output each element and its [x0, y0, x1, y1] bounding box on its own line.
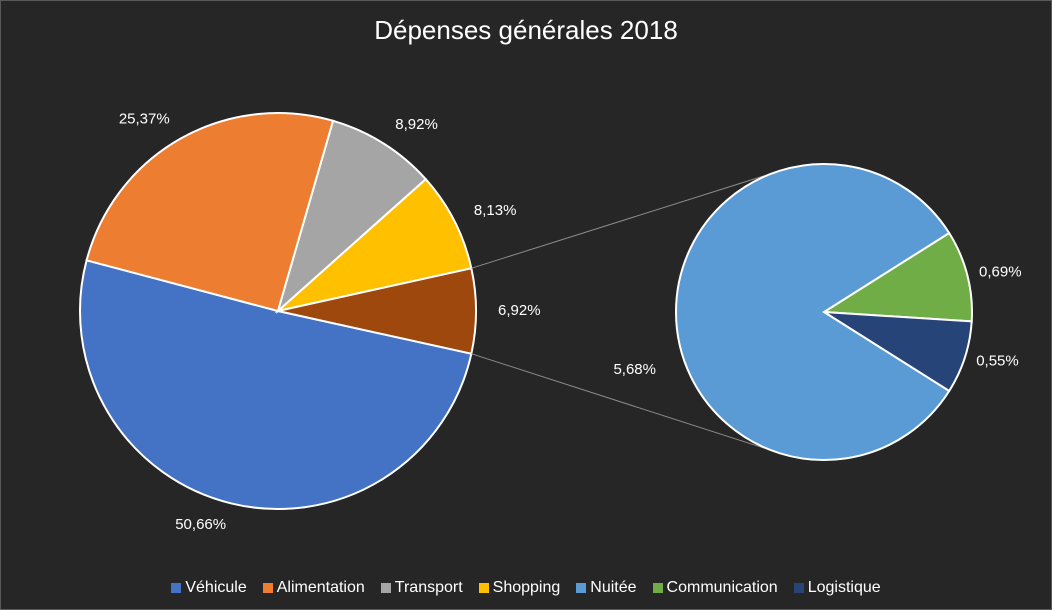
legend-item-alimentation: Alimentation [262, 579, 365, 597]
legend-swatch [171, 583, 182, 593]
legend-swatch [478, 583, 489, 593]
data-label-shopping: 8,13% [474, 202, 517, 219]
pie-slice-vehicule [79, 259, 473, 511]
legend-label: Logistique [807, 579, 881, 596]
legend-item-transport: Transport [380, 579, 463, 597]
connector-lines [471, 172, 774, 452]
legend-label: Communication [666, 579, 778, 596]
connector-line-top [471, 172, 774, 269]
legend-item-shopping: Shopping [478, 579, 561, 597]
legend-swatch [262, 583, 273, 593]
legend-swatch [576, 583, 587, 593]
data-label-communication: 0,69% [979, 263, 1022, 280]
legend-label: Alimentation [276, 579, 365, 596]
legend-item-logistique: Logistique [793, 579, 881, 597]
legend-item-communication: Communication [652, 579, 778, 597]
legend-swatch [380, 583, 391, 593]
data-label-vehicule: 50,66% [175, 516, 226, 533]
data-label-alimentation: 25,37% [119, 110, 170, 127]
legend-label: Transport [394, 579, 463, 596]
data-label-logistique: 0,55% [976, 352, 1019, 369]
data-label-other: 6,92% [498, 302, 541, 319]
secondary-pie [674, 163, 973, 461]
legend-label: Véhicule [185, 579, 247, 596]
chart-title: Dépenses générales 2018 [374, 15, 678, 45]
pie-slice-nuitee [674, 163, 951, 461]
pie-slice-communication [820, 231, 973, 323]
legend-label: Nuitée [590, 579, 637, 596]
main-pie [79, 112, 478, 511]
legend-swatch [652, 583, 663, 593]
pie-slice-transport [276, 119, 428, 315]
legend-label: Shopping [492, 579, 561, 596]
legend-item-vehicule: Véhicule [171, 579, 247, 597]
data-labels: 50,66% 25,37% 8,92% 8,13% 6,92% 0,69% 0,55% 5,6… [119, 110, 1022, 532]
pie-slice-alimentation [85, 112, 335, 313]
data-label-nuitee: 5,68% [613, 361, 656, 378]
connector-line-bottom [471, 353, 774, 452]
legend: Véhicule Alimentation Transport Shopping Nui… [1, 579, 1051, 597]
data-label-transport: 8,92% [395, 116, 438, 133]
legend-swatch [793, 583, 804, 593]
legend-item-nuitee: Nuitée [576, 579, 637, 597]
